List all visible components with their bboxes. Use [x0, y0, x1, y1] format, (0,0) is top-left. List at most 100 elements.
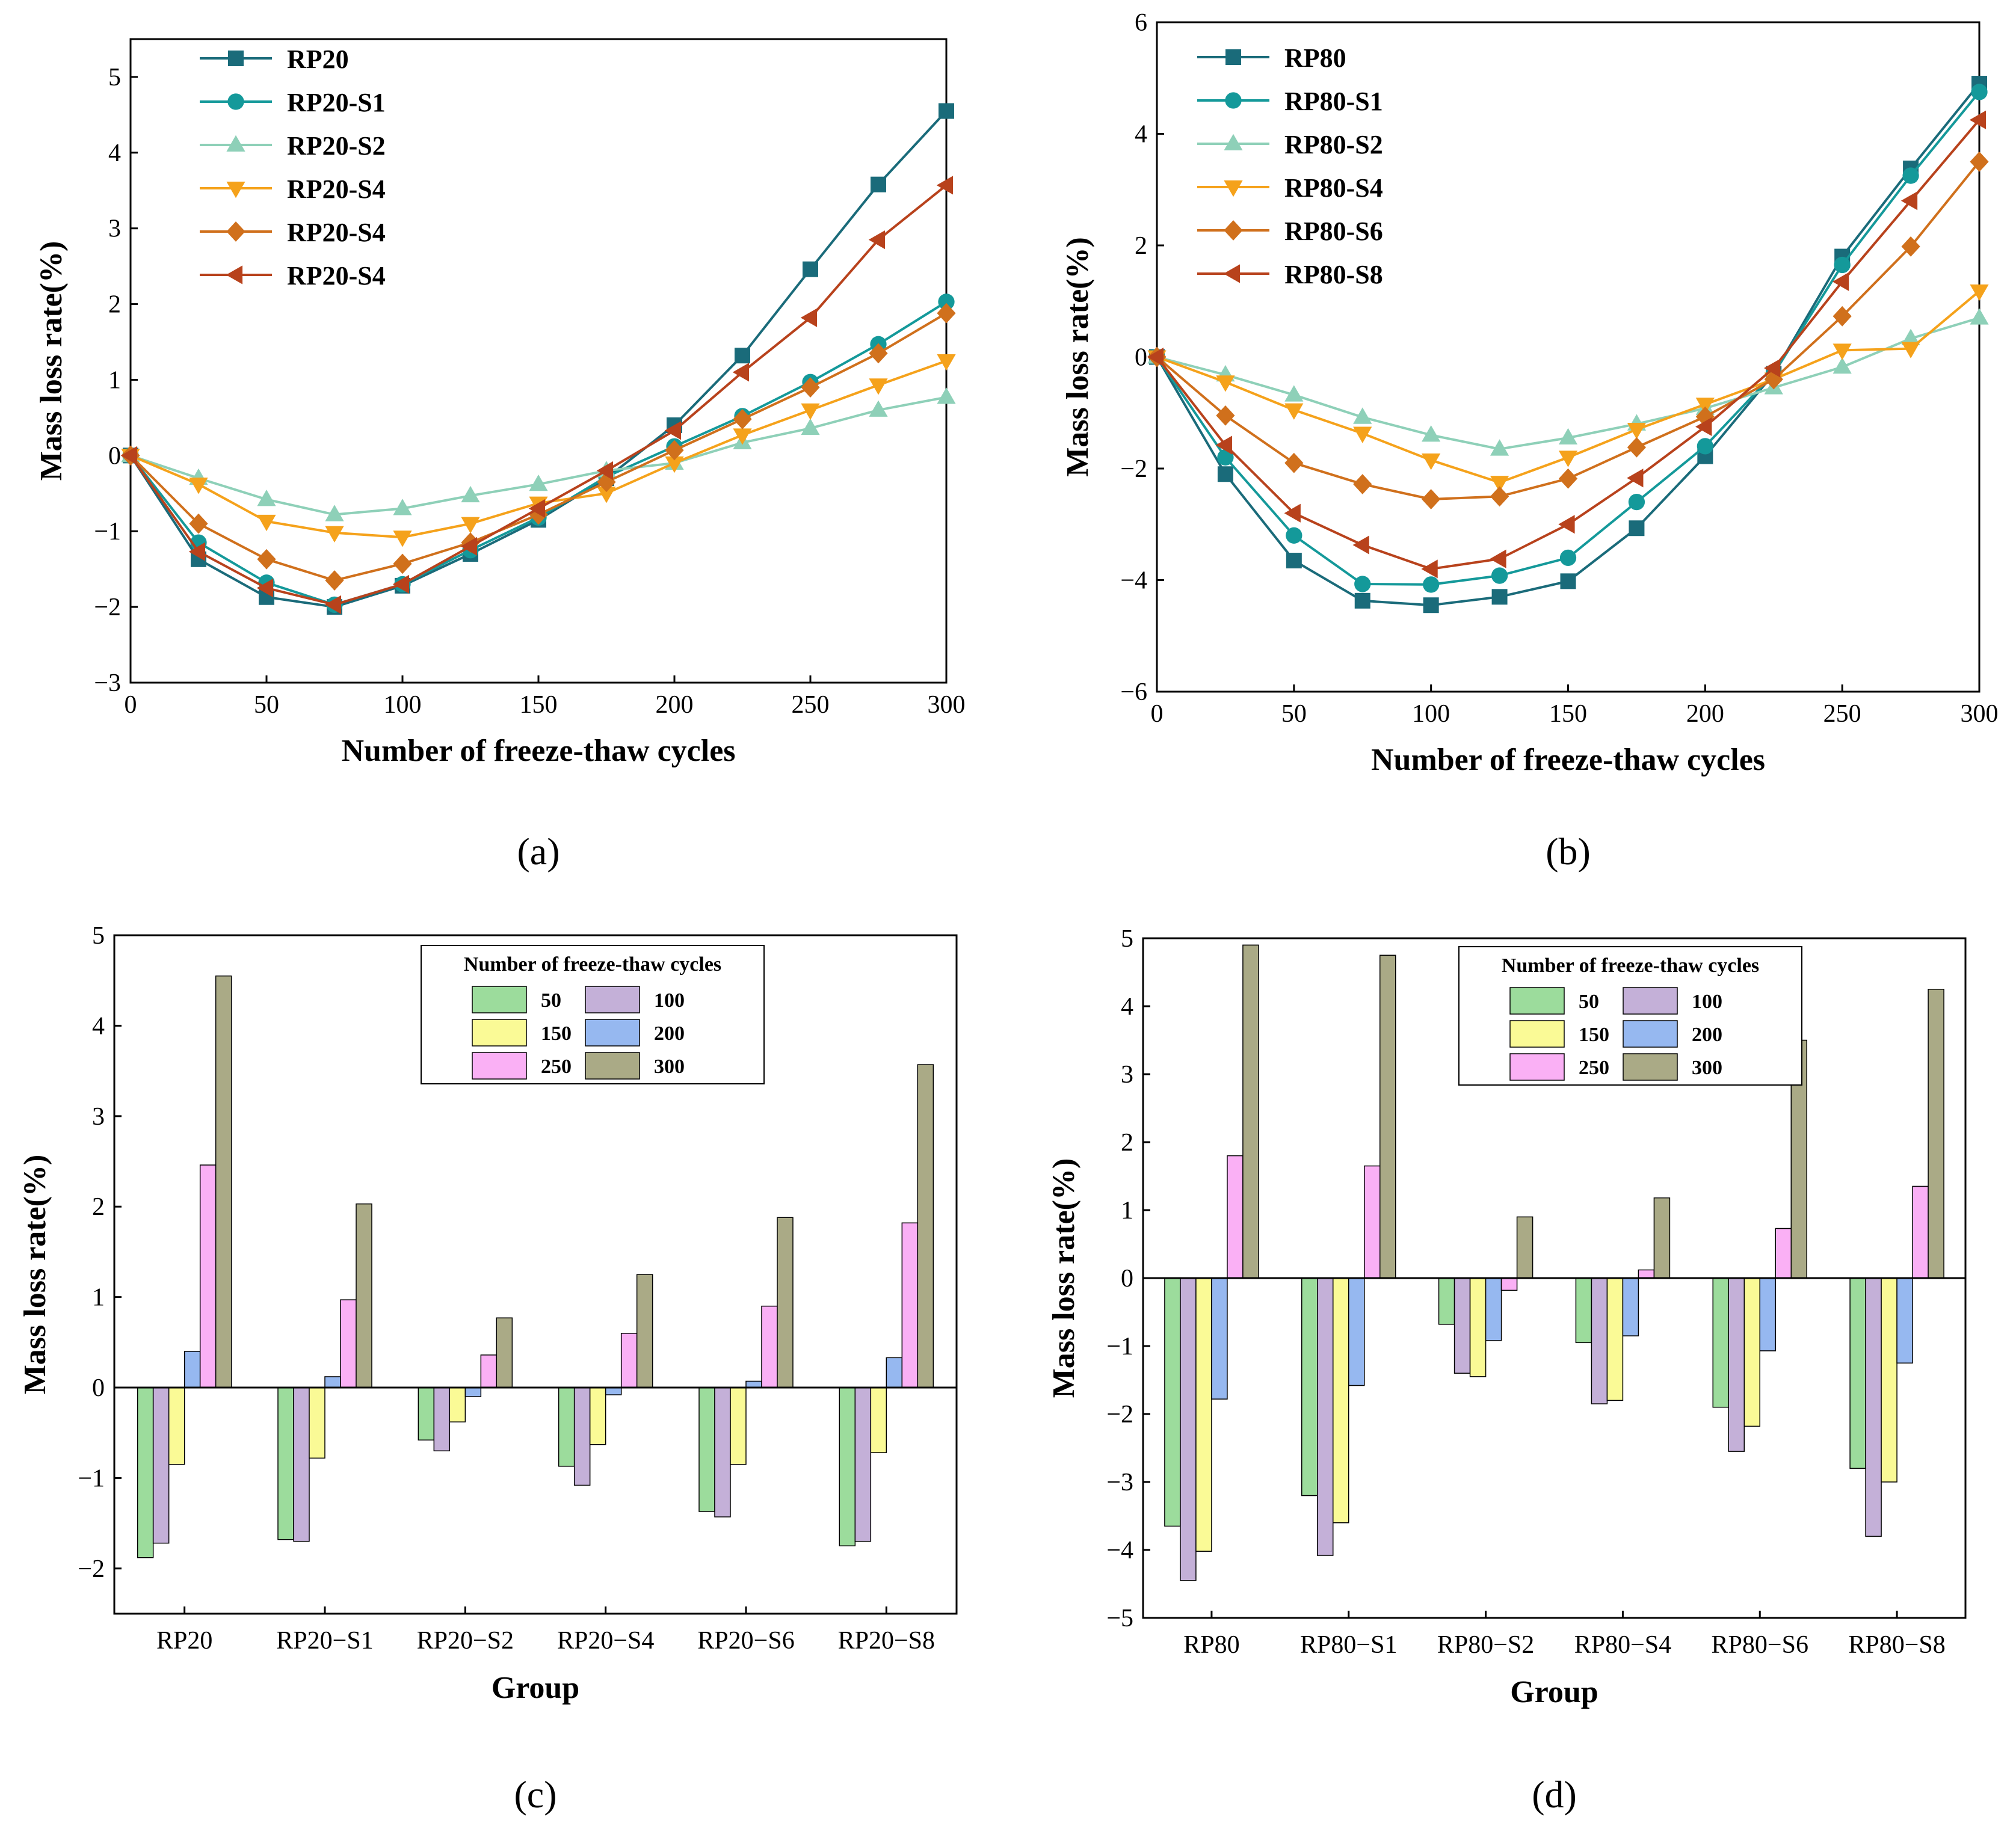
data-point: [1558, 450, 1578, 467]
bar: [636, 1274, 653, 1388]
bar: [449, 1387, 466, 1422]
bar-series-3: [183, 1351, 903, 1397]
legend-swatch: [1623, 1020, 1678, 1048]
x-tick-label: 100: [1412, 700, 1450, 728]
data-point: [800, 308, 818, 327]
bar: [917, 1064, 934, 1388]
data-point: [1490, 476, 1509, 493]
chart-d: −5 −4 −3 −2 −1 0 1 2 3 4 5 RP80 RP80−S1 RP80−S2 RP80−S…: [1047, 925, 1967, 1816]
data-point: [325, 570, 344, 591]
legend-label: 300: [1692, 1057, 1722, 1079]
legend-label: RP80-S2: [1284, 130, 1383, 159]
data-point: [1284, 403, 1304, 420]
data-point: [1695, 398, 1715, 414]
bar: [1379, 955, 1396, 1279]
bar: [418, 1387, 435, 1440]
series-2: [121, 387, 956, 521]
x-tick-label: 200: [1686, 700, 1724, 728]
data-point: [1627, 437, 1647, 458]
y-tick-label: −4: [1106, 1537, 1133, 1564]
data-point: [937, 354, 956, 371]
legend-marker: [1223, 264, 1241, 283]
y-tick-label: −2: [1106, 1401, 1133, 1428]
data-point: [801, 403, 820, 420]
y-tick-label: 4: [1135, 121, 1147, 149]
data-point: [325, 505, 344, 521]
legend-marker: [226, 221, 245, 242]
data-point: [120, 446, 138, 465]
bar-series-1: [1180, 1277, 1882, 1581]
y-tick-label: −2: [1120, 455, 1147, 483]
y-tick-label: 2: [108, 291, 121, 319]
data-point: [1834, 256, 1851, 274]
x-tick-label: 50: [254, 691, 279, 719]
data-point: [1969, 110, 1987, 129]
legend-label: 100: [654, 989, 685, 1012]
data-point: [1352, 535, 1369, 555]
bar: [168, 1387, 185, 1465]
bar: [356, 1203, 372, 1388]
legend-swatch: [585, 1052, 640, 1080]
y-axis-label: Mass loss rate(%): [1047, 1158, 1081, 1398]
legend-label: 150: [541, 1022, 572, 1045]
legend-marker: [1225, 92, 1242, 109]
x-tick-label: 300: [1961, 700, 1999, 728]
series-line: [129, 184, 948, 606]
legend-label: RP20-S1: [287, 88, 386, 117]
legend-label: RP80-S6: [1284, 217, 1383, 246]
bar: [1301, 1277, 1318, 1496]
data-point: [1560, 573, 1576, 589]
legend-label: RP80-S1: [1284, 87, 1383, 116]
legend-label: 200: [1692, 1024, 1722, 1046]
y-tick-label: −2: [94, 594, 121, 621]
bar: [1164, 1277, 1181, 1527]
bar: [839, 1387, 856, 1546]
y-tick-label: 3: [108, 215, 121, 243]
data-point: [1217, 466, 1233, 482]
bar: [854, 1387, 872, 1542]
data-point: [597, 487, 616, 503]
legend-swatch: [472, 986, 527, 1013]
x-axis-label: Group: [1510, 1675, 1598, 1709]
data-point: [257, 490, 276, 506]
legend-marker: [226, 181, 245, 198]
legend-label: RP80-S8: [1284, 260, 1383, 289]
data-point: [801, 377, 820, 398]
data-point: [1423, 576, 1440, 593]
legend-label: 250: [1579, 1057, 1609, 1079]
category-label: RP20−S8: [838, 1627, 935, 1655]
y-tick-label: −3: [1106, 1469, 1133, 1496]
bar: [1881, 1277, 1897, 1483]
bar: [137, 1387, 154, 1558]
legend-label: 300: [654, 1056, 685, 1078]
bar: [152, 1387, 170, 1544]
data-point: [461, 485, 480, 503]
data-point: [1902, 167, 1919, 184]
bar: [1775, 1228, 1792, 1279]
bar: [605, 1387, 622, 1395]
bar: [1211, 1277, 1228, 1400]
category-label: RP20−S4: [557, 1627, 654, 1655]
legend-label: 150: [1579, 1024, 1609, 1046]
panel-label: (c): [514, 1773, 556, 1816]
legend-label: RP20: [287, 45, 349, 74]
category-label: RP20−S1: [276, 1627, 373, 1655]
data-point: [664, 421, 682, 440]
category-label: RP80−S6: [1712, 1631, 1808, 1659]
series-0: [123, 103, 954, 615]
bar-series-0: [1164, 1277, 1866, 1527]
y-axis-label: Mass loss rate(%): [1061, 237, 1095, 477]
legend-swatch: [472, 1052, 527, 1080]
y-tick-label: 5: [1121, 925, 1133, 953]
y-tick-label: 5: [92, 922, 105, 950]
bar: [324, 1376, 341, 1388]
bar-series-2: [168, 1387, 887, 1465]
legend-swatch: [1623, 1053, 1678, 1081]
bar: [698, 1387, 715, 1512]
bar-series-4: [1227, 1155, 1929, 1291]
data-point: [1491, 589, 1508, 605]
data-point: [1423, 597, 1439, 613]
bar: [340, 1299, 357, 1388]
data-point: [1354, 576, 1371, 592]
bar: [1438, 1277, 1455, 1325]
